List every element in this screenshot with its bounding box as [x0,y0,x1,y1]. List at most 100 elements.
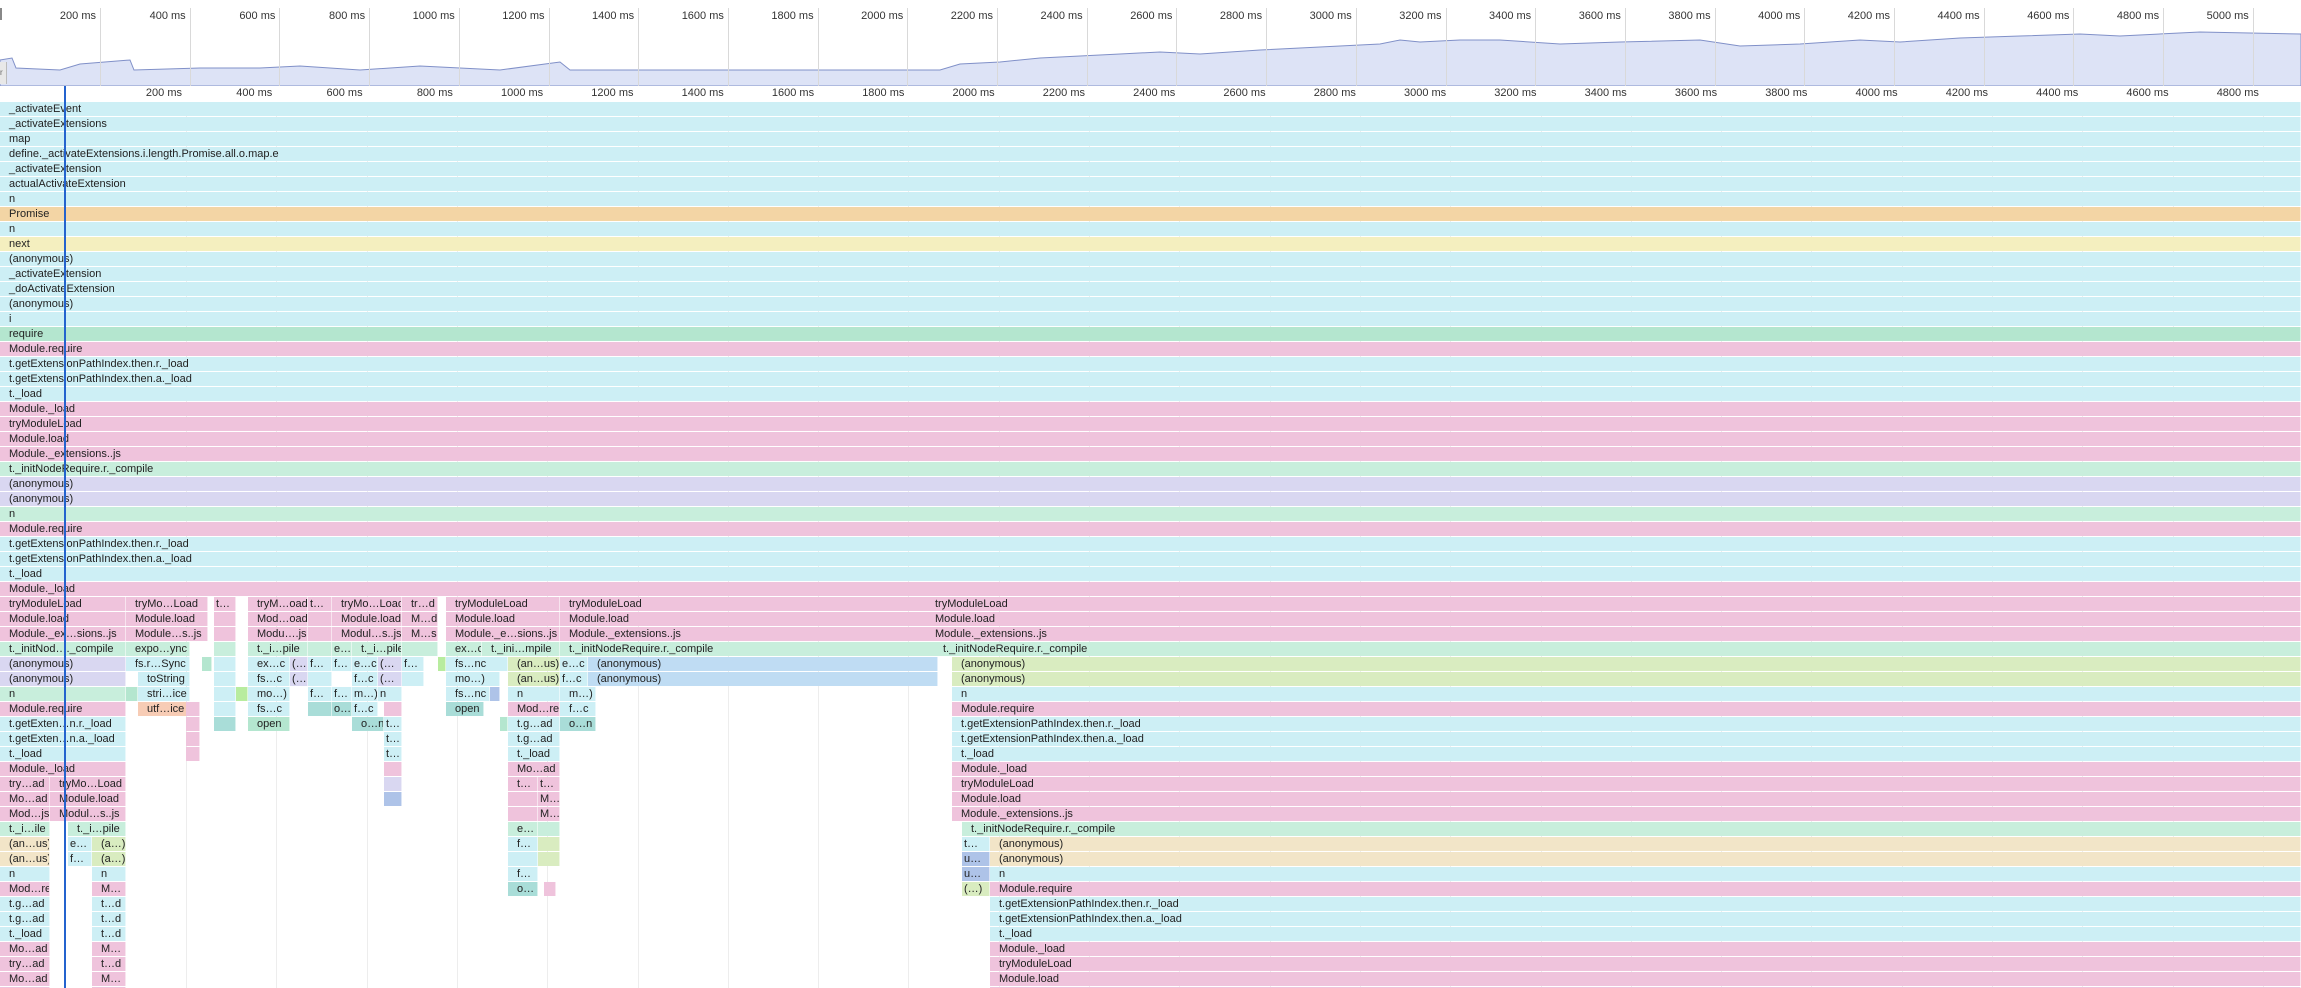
flame-frame[interactable]: t._initNod…._compile [0,642,126,656]
flame-frame[interactable]: tryM…oad [248,597,308,611]
flame-frame[interactable]: m…) [560,687,596,701]
flame-frame[interactable]: Module.load [926,612,2301,626]
flame-frame[interactable] [214,672,236,686]
flame-frame[interactable]: e… [68,837,92,851]
flame-frame[interactable]: Module.load [560,612,938,626]
flame-frame[interactable]: t.getExtensionPathIndex.then.a._load [0,552,2301,566]
flame-frame[interactable]: t._initNodeRequire.r._compile [934,642,2301,656]
flame-frame[interactable]: ex…c [248,657,290,671]
flame-frame[interactable]: t._i…pile [352,642,402,656]
flame-frame[interactable]: (a…) [92,837,126,851]
flame-frame[interactable]: (… [290,672,308,686]
flame-frame[interactable]: (anonymous) [0,297,2301,311]
flame-frame[interactable]: t._load [0,567,2301,581]
flame-frame[interactable]: actualActivateExtension [0,177,2301,191]
flame-frame[interactable]: tryModuleLoad [560,597,938,611]
flame-frame[interactable]: Module.load [952,792,2301,806]
flame-frame[interactable] [508,852,538,866]
flame-frame[interactable]: t._load [990,927,2301,941]
flame-frame[interactable] [438,657,446,671]
flame-frame[interactable] [538,852,560,866]
flame-frame[interactable] [384,702,402,716]
flame-frame[interactable]: _activateExtension [0,267,2301,281]
flame-frame[interactable]: t._load [508,747,560,761]
flame-frame[interactable]: t._initNodeRequire.r._compile [0,462,2301,476]
flame-frame[interactable] [308,627,332,641]
flame-frame[interactable]: e…c [352,657,378,671]
flame-frame[interactable]: u… [962,852,990,866]
flame-frame[interactable]: open [248,717,290,731]
flame-frame[interactable]: fs…nc [446,687,490,701]
flame-frame[interactable]: (anonymous) [990,837,2301,851]
flame-frame[interactable]: t…d [92,957,126,971]
flame-frame[interactable]: tryModuleLoad [952,777,2301,791]
flame-frame[interactable]: tr…d [402,597,438,611]
flame-frame[interactable]: Module.require [0,522,2301,536]
flame-frame[interactable]: Module._ex…sions..js [0,627,126,641]
flame-frame[interactable]: Module.require [952,702,2301,716]
flame-frame[interactable]: t.getExtensionPathIndex.then.a._load [990,912,2301,926]
flame-frame[interactable]: fs…c [248,672,290,686]
flame-frame[interactable]: M… [92,882,126,896]
flame-frame[interactable]: (… [378,672,402,686]
flame-frame[interactable]: Mod…oad [248,612,308,626]
flame-frame[interactable] [214,702,236,716]
flame-frame[interactable]: t._load [0,387,2301,401]
flame-frame[interactable]: t.getExtensionPathIndex.then.r._load [990,897,2301,911]
flame-frame[interactable]: _doActivateExtension [0,282,2301,296]
flame-frame[interactable]: Mo…ad [508,762,560,776]
flame-frame[interactable]: e…c [560,657,588,671]
flame-frame[interactable]: t… [384,747,402,761]
flame-frame[interactable] [508,792,538,806]
flame-frame[interactable]: f… [308,657,332,671]
flame-frame[interactable]: Mod…re [508,702,560,716]
flame-frame[interactable]: Module.require [0,342,2301,356]
flame-frame[interactable]: f… [332,687,352,701]
flame-frame[interactable]: t.getExtensionPathIndex.then.a._load [0,372,2301,386]
flame-frame[interactable]: (anonymous) [588,657,938,671]
flame-frame[interactable]: f…c [352,702,378,716]
flame-frame[interactable] [202,657,212,671]
flame-frame[interactable]: stri…ice [138,687,190,701]
flame-frame[interactable]: i [0,312,2301,326]
flame-frame[interactable] [214,627,236,641]
flame-frame[interactable]: (an…us) [0,837,50,851]
flame-frame[interactable]: t._initNodeRequire.r._compile [560,642,938,656]
flame-frame[interactable]: f…c [560,702,596,716]
flame-frame[interactable] [186,717,200,731]
flame-frame[interactable] [402,642,438,656]
flame-frame[interactable]: t.getExtensionPathIndex.then.r._load [0,357,2301,371]
flame-frame[interactable] [186,747,200,761]
flame-frame[interactable]: fs…nc [446,657,508,671]
flame-frame[interactable]: f…c [352,672,378,686]
flame-frame[interactable]: t._load [0,927,50,941]
flame-frame[interactable] [214,642,236,656]
flame-frame[interactable]: try…ad [0,777,50,791]
flame-frame[interactable]: (… [290,657,308,671]
flame-frame[interactable]: t._ini…mpile [482,642,560,656]
flame-frame[interactable]: t…d [92,912,126,926]
flame-frame[interactable] [308,672,332,686]
flame-frame[interactable]: t.g…ad [0,912,50,926]
flame-frame[interactable] [186,702,200,716]
flame-frame[interactable]: Modul…s..js [50,807,126,821]
flame-frame[interactable]: _activateExtension [0,162,2301,176]
flame-frame[interactable]: Module.load [126,612,208,626]
flame-frame[interactable]: define._activateExtensions.i.length.Prom… [0,147,2301,161]
flame-frame[interactable]: n [0,687,126,701]
flame-frame[interactable]: t… [384,717,402,731]
flame-frame[interactable]: tryMo…Load [50,777,126,791]
flame-frame[interactable]: require [0,327,2301,341]
flame-frame[interactable]: t.getExtensionPathIndex.then.r._load [952,717,2301,731]
flame-frame[interactable]: (an…us) [0,852,50,866]
flame-frame[interactable]: M… [538,807,560,821]
flame-frame[interactable]: Module.load [0,432,2301,446]
flame-frame[interactable]: Module.load [0,612,126,626]
flame-frame[interactable]: M…s [402,627,438,641]
flame-frame[interactable]: o…n [352,717,384,731]
flame-frame[interactable]: _activateEvent [0,102,2301,116]
flame-frame[interactable]: f… [308,687,332,701]
time-cursor[interactable] [64,86,66,988]
flame-frame[interactable]: t._i…pile [68,822,126,836]
flame-frame[interactable]: t.getExtensionPathIndex.then.r._load [0,537,2301,551]
